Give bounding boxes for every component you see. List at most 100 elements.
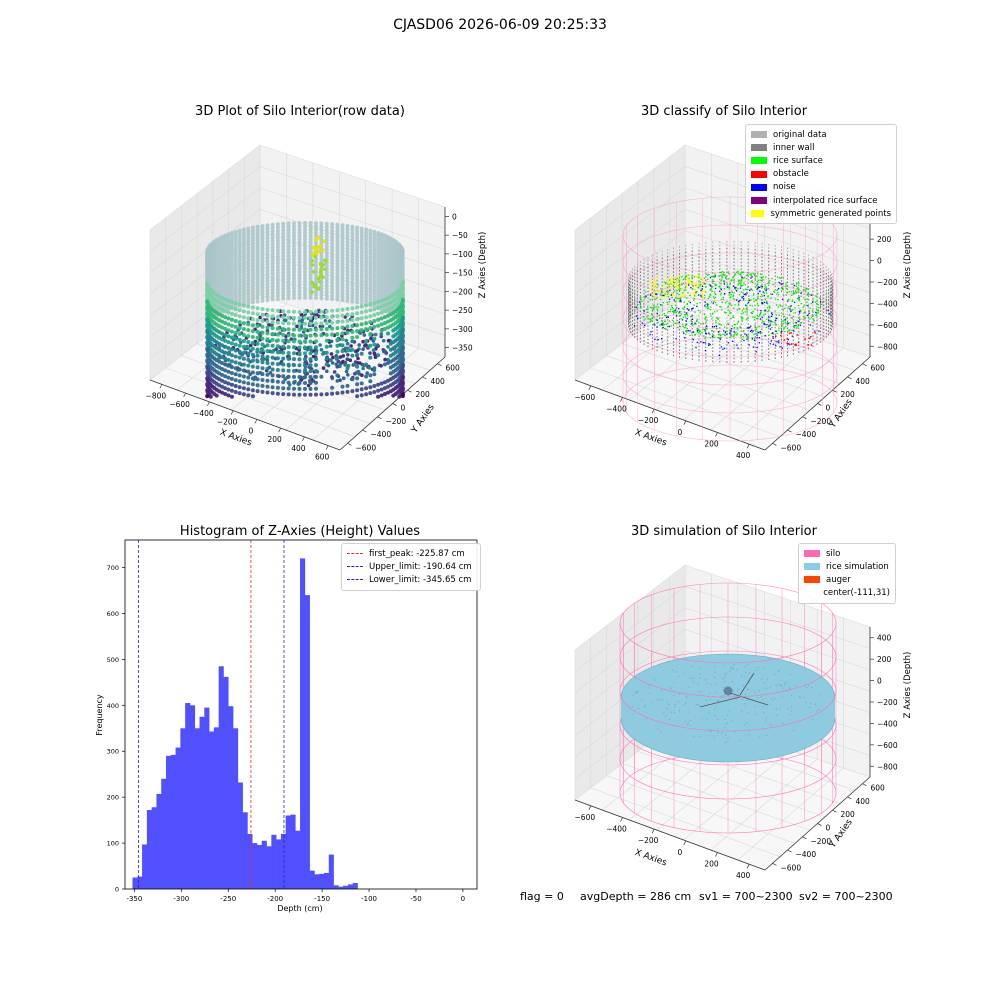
legend-swatch bbox=[751, 144, 767, 152]
histogram-bar bbox=[189, 705, 196, 889]
simulation-3d-plot[interactable]: −600−400−2000200400−600−400−200020040060… bbox=[540, 545, 940, 890]
legend-swatch bbox=[804, 563, 820, 571]
z-tick-label: −200 bbox=[877, 698, 898, 707]
raw-3d-plot[interactable]: −800−600−400−2000200400600−600−400−20002… bbox=[100, 125, 500, 470]
hist-y-tick: 600 bbox=[107, 610, 119, 618]
hist-y-tick: 100 bbox=[107, 840, 119, 848]
histogram-bar bbox=[142, 844, 148, 889]
z-tick-label: −150 bbox=[452, 269, 473, 278]
z-tick-label: −800 bbox=[877, 342, 898, 351]
legend-label: Upper_limit: -190.64 cm bbox=[369, 561, 472, 572]
histogram-bar bbox=[146, 810, 152, 889]
y-tick-label: 600 bbox=[871, 364, 886, 373]
plot2-ylabel: Y Axies bbox=[827, 397, 855, 430]
histogram-bar bbox=[166, 755, 172, 889]
plot4-xlabel: X Axies bbox=[633, 848, 668, 869]
legend-swatch bbox=[751, 170, 767, 178]
hist-y-tick: 700 bbox=[107, 564, 119, 572]
plot1-ticks: −800−600−400−2000200400600−600−400−20002… bbox=[146, 212, 473, 461]
auger-marker bbox=[723, 686, 733, 696]
histogram-bar bbox=[347, 884, 354, 889]
legend-label: noise bbox=[773, 182, 796, 193]
histogram-bar bbox=[194, 728, 200, 889]
hist-legend-entry: first_peak: -225.87 cm bbox=[347, 547, 475, 560]
footer-sv1: sv1 = 700~2300 bbox=[699, 890, 793, 903]
x-tick-label: 200 bbox=[704, 860, 719, 869]
plot2-legend-entry: inner wall bbox=[751, 141, 891, 154]
silo-ring-front bbox=[619, 622, 837, 664]
legend-label: center(-111,31) bbox=[823, 588, 890, 599]
histogram-bar bbox=[314, 874, 320, 889]
x-axis-line bbox=[149, 379, 341, 451]
z-tick-label: 0 bbox=[877, 257, 882, 266]
plot2-title: 3D classify of Silo Interior bbox=[640, 104, 808, 119]
footer-sv2: sv2 = 700~2300 bbox=[799, 890, 893, 903]
footer-flag: flag = 0 bbox=[520, 890, 564, 903]
histogram-bar bbox=[204, 707, 210, 889]
hist-x-tick: -350 bbox=[126, 895, 142, 903]
x-tick-label: 400 bbox=[736, 871, 751, 880]
histogram-bar bbox=[209, 731, 215, 889]
hist-y-tick: 500 bbox=[107, 656, 119, 664]
histogram-bar bbox=[151, 807, 157, 889]
z-tick-label: −800 bbox=[877, 762, 898, 771]
y-tick-label: −400 bbox=[796, 850, 817, 859]
figure-title: CJASD06 2026-06-09 20:25:33 bbox=[393, 17, 607, 33]
x-axis-line bbox=[574, 799, 766, 871]
histogram-bar bbox=[304, 595, 310, 889]
plot1-title: 3D Plot of Silo Interior(row data) bbox=[195, 104, 405, 119]
histogram-chart[interactable]: -350 -300 -250 -200 -150 -100 -50 0 0 100 200 300 40… bbox=[80, 535, 490, 920]
legend-label: original data bbox=[773, 129, 827, 140]
z-tick-label: −200 bbox=[452, 287, 473, 296]
z-tick-label: −200 bbox=[877, 278, 898, 287]
histogram-bar bbox=[237, 782, 243, 889]
y-tick-label: 400 bbox=[856, 377, 871, 386]
legend-label: rice surface bbox=[773, 155, 823, 166]
plot4-legend-entry: center(-111,31) bbox=[804, 587, 890, 600]
z-tick-label: 200 bbox=[877, 655, 892, 664]
histogram-bar bbox=[213, 727, 219, 889]
y-tick-label: −600 bbox=[356, 443, 377, 452]
legend-swatch bbox=[751, 183, 767, 191]
x-tick-label: −200 bbox=[217, 418, 238, 427]
histogram-bar bbox=[295, 830, 301, 889]
x-tick-label: −400 bbox=[606, 825, 627, 834]
x-tick-label: −600 bbox=[169, 400, 190, 409]
silo-ring-front bbox=[619, 656, 837, 698]
histogram-bar bbox=[309, 870, 315, 889]
z-tick-label: −50 bbox=[452, 231, 468, 240]
plot2-points bbox=[622, 196, 838, 442]
legend-label: first_peak: -225.87 cm bbox=[369, 548, 465, 559]
x-tick-label: −400 bbox=[193, 409, 214, 418]
hist-y-tick: 200 bbox=[107, 794, 119, 802]
legend-label: silo bbox=[826, 548, 841, 559]
hist-x-tick: -50 bbox=[410, 895, 421, 903]
plot4-legend-entry: rice simulation bbox=[804, 560, 890, 573]
x-tick-label: 0 bbox=[248, 426, 253, 435]
plot1-zlabel: Z Axies (Depth) bbox=[478, 232, 488, 299]
histogram-bar bbox=[352, 883, 358, 889]
x-tick-label: 0 bbox=[677, 428, 682, 437]
histogram-bar bbox=[266, 846, 272, 889]
y-tick-label: −200 bbox=[386, 417, 407, 426]
legend-label: obstacle bbox=[773, 169, 809, 180]
hist-ylabel: Frequency bbox=[95, 694, 104, 736]
y-tick-label: 600 bbox=[871, 784, 886, 793]
x-tick-label: 400 bbox=[736, 451, 751, 460]
histogram-bar bbox=[338, 886, 344, 889]
histogram-bar bbox=[170, 754, 176, 889]
z-tick-label: −600 bbox=[877, 321, 898, 330]
histogram-bar bbox=[242, 812, 248, 889]
z-tick-label: −400 bbox=[877, 719, 898, 728]
y-tick-label: 0 bbox=[826, 824, 831, 833]
y-tick-label: −400 bbox=[796, 430, 817, 439]
histogram-bar bbox=[185, 703, 191, 889]
histogram-bar bbox=[328, 854, 334, 889]
histogram-bar bbox=[156, 793, 162, 889]
histogram-vlines bbox=[138, 540, 285, 889]
legend-swatch bbox=[751, 210, 765, 218]
histogram-bar bbox=[333, 885, 339, 889]
histogram-bar bbox=[247, 833, 253, 889]
z-tick-label: −250 bbox=[452, 306, 473, 315]
plot4-silo bbox=[619, 582, 837, 834]
